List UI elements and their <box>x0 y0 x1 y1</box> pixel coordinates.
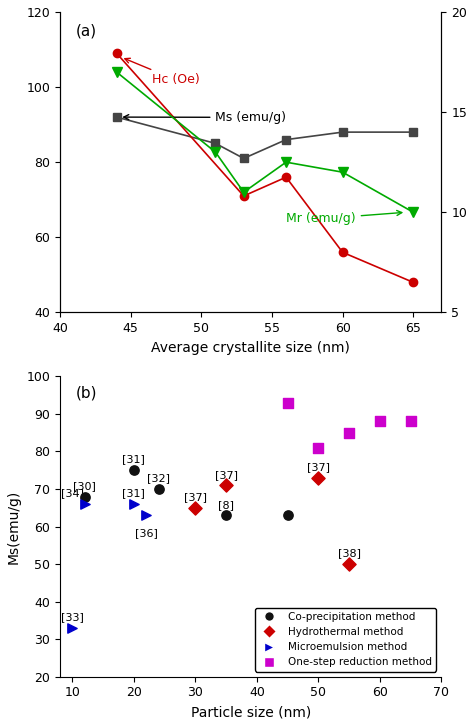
Point <box>222 510 230 521</box>
Point <box>346 427 353 439</box>
Text: [37]: [37] <box>184 492 207 502</box>
Text: Mr (emu/g): Mr (emu/g) <box>286 211 402 225</box>
Text: [30]: [30] <box>73 481 96 491</box>
Text: Hc (Oe): Hc (Oe) <box>125 58 200 86</box>
Legend: Co-precipitation method, Hydrothermal method, Microemulsion method, One-step red: Co-precipitation method, Hydrothermal me… <box>255 608 436 672</box>
Point <box>130 465 138 476</box>
Text: [37]: [37] <box>307 462 330 472</box>
Text: [31]: [31] <box>122 454 146 465</box>
Point <box>284 397 292 409</box>
Text: (a): (a) <box>75 24 97 39</box>
Point <box>142 510 150 521</box>
Point <box>315 472 322 484</box>
Text: [31]: [31] <box>122 489 146 498</box>
Point <box>81 491 89 502</box>
Point <box>376 415 384 427</box>
Text: Ms (emu/g): Ms (emu/g) <box>124 111 286 124</box>
Point <box>69 622 76 634</box>
Text: [38]: [38] <box>337 548 361 558</box>
Point <box>346 558 353 570</box>
Point <box>130 498 138 510</box>
Text: [36]: [36] <box>135 529 158 539</box>
Text: [34]: [34] <box>61 489 84 498</box>
Text: (b): (b) <box>75 386 97 400</box>
Y-axis label: Ms(emu/g): Ms(emu/g) <box>7 489 21 563</box>
Point <box>191 502 199 513</box>
Text: [8]: [8] <box>218 499 234 510</box>
X-axis label: Average crystallite size (nm): Average crystallite size (nm) <box>151 340 350 355</box>
Point <box>155 484 162 495</box>
X-axis label: Particle size (nm): Particle size (nm) <box>191 705 311 719</box>
Point <box>407 415 414 427</box>
Text: [37]: [37] <box>215 470 237 480</box>
Point <box>222 479 230 491</box>
Point <box>81 498 89 510</box>
Text: [33]: [33] <box>61 612 84 622</box>
Point <box>315 442 322 454</box>
Point <box>284 510 292 521</box>
Text: [32]: [32] <box>147 473 170 484</box>
